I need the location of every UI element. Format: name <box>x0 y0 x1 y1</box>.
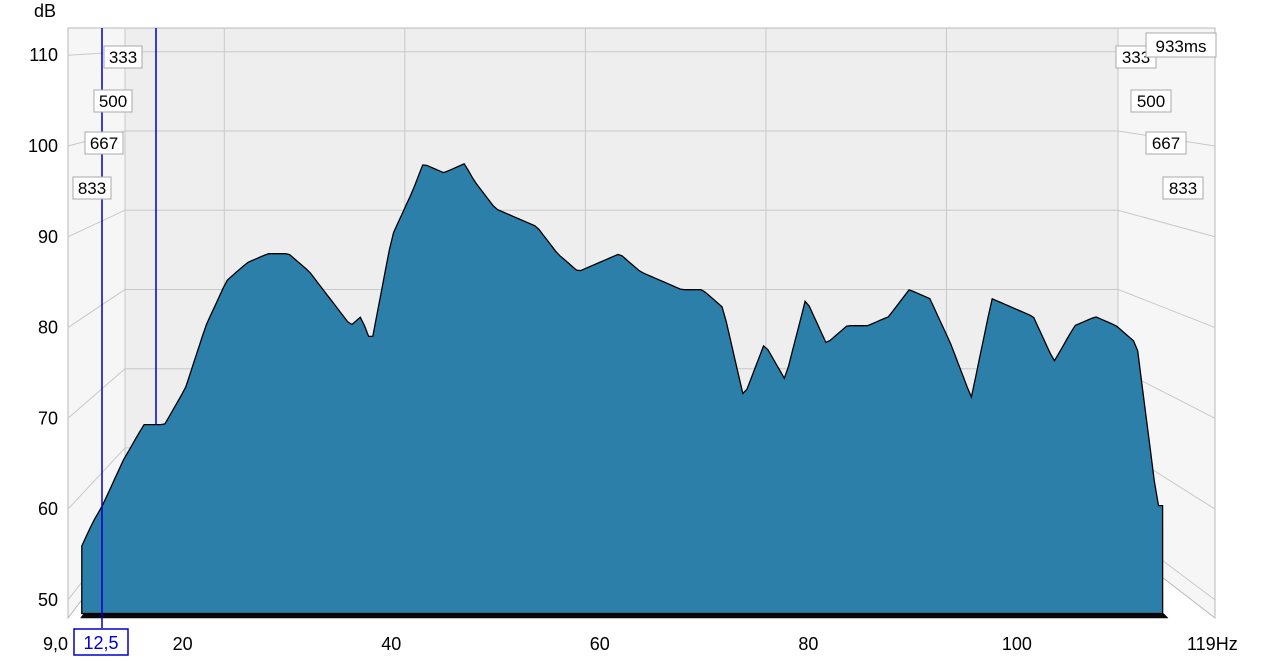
cursor-label-box <box>73 628 129 656</box>
grid-line-left <box>67 209 126 238</box>
time-end-box <box>1145 32 1217 58</box>
decay-slice <box>81 162 1164 615</box>
time-label-right-box <box>1145 131 1187 155</box>
time-labels: 333 500 667 833 333 500 667 833 933ms <box>72 32 1217 200</box>
time-label-right-box <box>1162 176 1204 200</box>
y-tick-label: 80 <box>38 318 58 338</box>
y-axis-ticks: 50 60 70 80 90 100 110 <box>28 45 58 610</box>
time-label-left: 833 <box>78 179 106 198</box>
grid-line-left <box>67 368 126 419</box>
x-tick-label: 80 <box>798 634 818 654</box>
time-label-left: 667 <box>90 134 118 153</box>
time-label-right: 333 <box>1122 48 1150 67</box>
x-tick-label: 119Hz <box>1187 634 1238 654</box>
time-label-left-box <box>72 176 112 200</box>
time-label-left-box <box>103 45 143 69</box>
grid-line-right <box>1117 288 1216 329</box>
waterfall-slices <box>81 162 1164 615</box>
grid-line-left <box>67 447 126 510</box>
y-tick-label: 70 <box>38 408 58 428</box>
time-label-left-box <box>84 131 124 155</box>
time-label-left-box <box>93 89 133 113</box>
cursor-label: 12,5 <box>83 633 118 653</box>
time-label-left: 333 <box>109 48 137 67</box>
time-label-right: 667 <box>1152 134 1180 153</box>
y-tick-label: 90 <box>38 227 58 247</box>
time-end-label: 933ms <box>1155 37 1206 56</box>
grid-line-left <box>67 289 126 328</box>
time-label-right: 500 <box>1137 92 1165 111</box>
time-label-right-box <box>1130 89 1172 113</box>
x-tick-label: 20 <box>173 634 193 654</box>
x-tick-label: 100 <box>1002 634 1032 654</box>
time-label-left: 500 <box>99 92 127 111</box>
y-axis-label: dB <box>34 1 56 21</box>
cursor-lines: 12,5 <box>73 28 157 656</box>
x-axis-ticks: 9,0 20 40 60 80 100 119Hz <box>43 634 1238 654</box>
y-tick-label: 60 <box>38 499 58 519</box>
x-tick-label: 60 <box>590 634 610 654</box>
x-tick-label: 9,0 <box>43 634 68 654</box>
time-label-right: 833 <box>1169 179 1197 198</box>
y-tick-label: 100 <box>28 136 58 156</box>
x-tick-label: 40 <box>381 634 401 654</box>
grid-line-right <box>1117 209 1216 238</box>
y-tick-label: 110 <box>29 45 58 65</box>
y-tick-label: 50 <box>38 590 58 610</box>
